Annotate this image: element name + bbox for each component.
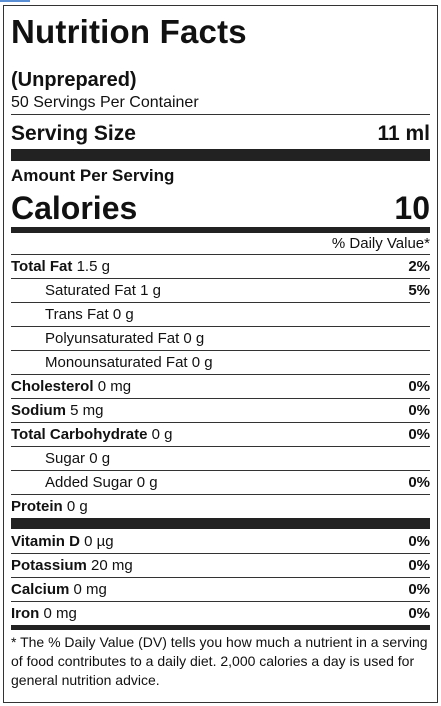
nutrient-amount: 0 g [89, 450, 111, 467]
medium-divider [11, 625, 430, 630]
nutrient-name: Sugar [45, 450, 86, 467]
thick-divider [11, 518, 430, 529]
amount-per-serving: Amount Per Serving [11, 166, 175, 185]
nutrient-amount: 0 g [183, 330, 205, 347]
vitamin-row-potassium: Potassium 20 mg 0% [11, 553, 430, 577]
nutrient-name: Monounsaturated Fat [45, 354, 188, 371]
nutrient-row-added-sugar: Added Sugar 0 g 0% [11, 470, 430, 494]
vitamin-amount: 0 µg [84, 532, 114, 550]
top-accent-line [0, 0, 30, 2]
vitamin-amount: 0 mg [43, 605, 77, 622]
nutrient-row-polyunsaturated-fat: Polyunsaturated Fat 0 g [11, 326, 430, 350]
vitamin-row-vitamin-d: Vitamin D 0 µg 0% [11, 529, 430, 553]
calories-value: 10 [394, 190, 430, 226]
calories-row: Calories 10 [11, 189, 430, 227]
vitamin-dv: 0% [408, 557, 430, 574]
label-subtitle: (Unprepared) [11, 69, 137, 91]
nutrient-row-total-carbohydrate: Total Carbohydrate 0 g 0% [11, 422, 430, 446]
serving-size-value: 11 ml [377, 122, 430, 145]
calories-label: Calories [11, 190, 138, 226]
nutrient-amount: 0 g [151, 426, 173, 443]
vitamin-row-calcium: Calcium 0 mg 0% [11, 577, 430, 601]
vitamin-amount: 0 mg [73, 581, 107, 598]
nutrient-amount: 0 mg [97, 378, 132, 395]
nutrient-dv: 0% [408, 474, 430, 491]
nutrient-row-sugar: Sugar 0 g [11, 446, 430, 470]
nutrient-row-saturated-fat: Saturated Fat 1 g 5% [11, 278, 430, 302]
nutrition-facts-label: Nutrition Facts (Unprepared) 50 Servings… [3, 5, 438, 703]
serving-size-row: Serving Size 11 ml [11, 121, 430, 147]
nutrient-name: Saturated Fat [45, 282, 136, 299]
nutrient-row-total-fat: Total Fat 1.5 g 2% [11, 254, 430, 278]
nutrient-row-cholesterol: Cholesterol 0 mg 0% [11, 374, 430, 398]
nutrient-name: Total Carbohydrate [11, 426, 148, 443]
nutrient-name: Cholesterol [11, 378, 94, 395]
medium-divider [11, 227, 430, 233]
nutrient-amount: 0 g [191, 354, 213, 371]
daily-value-footnote: * The % Daily Value (DV) tells you how m… [11, 634, 428, 688]
vitamin-dv: 0% [408, 532, 430, 550]
nutrient-name: Sodium [11, 402, 66, 419]
nutrient-amount: 0 g [66, 498, 88, 515]
nutrient-row-sodium: Sodium 5 mg 0% [11, 398, 430, 422]
nutrient-name: Protein [11, 498, 63, 515]
servings-per-container: 50 Servings Per Container [11, 93, 430, 115]
vitamin-name: Vitamin D [11, 532, 80, 550]
vitamin-row-iron: Iron 0 mg 0% [11, 601, 430, 625]
serving-size-label: Serving Size [11, 122, 136, 145]
vitamin-name: Iron [11, 605, 40, 622]
nutrient-row-trans-fat: Trans Fat 0 g [11, 302, 430, 326]
daily-value-header: % Daily Value* [331, 235, 430, 252]
vitamin-dv: 0% [408, 581, 430, 598]
nutrient-amount: 1.5 g [76, 258, 110, 275]
vitamin-name: Calcium [11, 581, 70, 598]
nutrient-amount: 0 g [112, 306, 134, 323]
thick-divider [11, 149, 430, 161]
nutrient-dv: 0% [408, 378, 430, 395]
label-title: Nutrition Facts [11, 13, 247, 50]
nutrient-row-monounsaturated-fat: Monounsaturated Fat 0 g [11, 350, 430, 374]
vitamin-dv: 0% [408, 605, 430, 622]
nutrient-dv: 0% [408, 426, 430, 443]
nutrient-amount: 0 g [136, 474, 158, 491]
nutrient-dv: 0% [408, 402, 430, 419]
nutrient-row-protein: Protein 0 g [11, 494, 430, 518]
nutrient-name: Trans Fat [45, 306, 109, 323]
vitamin-name: Potassium [11, 557, 87, 574]
nutrient-amount: 5 mg [70, 402, 104, 419]
nutrient-dv: 5% [408, 282, 430, 299]
nutrient-name: Added Sugar [45, 474, 133, 491]
nutrient-dv: 2% [408, 258, 430, 275]
nutrient-name: Total Fat [11, 258, 73, 275]
nutrient-amount: 1 g [140, 282, 161, 299]
vitamin-amount: 20 mg [91, 557, 133, 574]
nutrient-name: Polyunsaturated Fat [45, 330, 180, 347]
